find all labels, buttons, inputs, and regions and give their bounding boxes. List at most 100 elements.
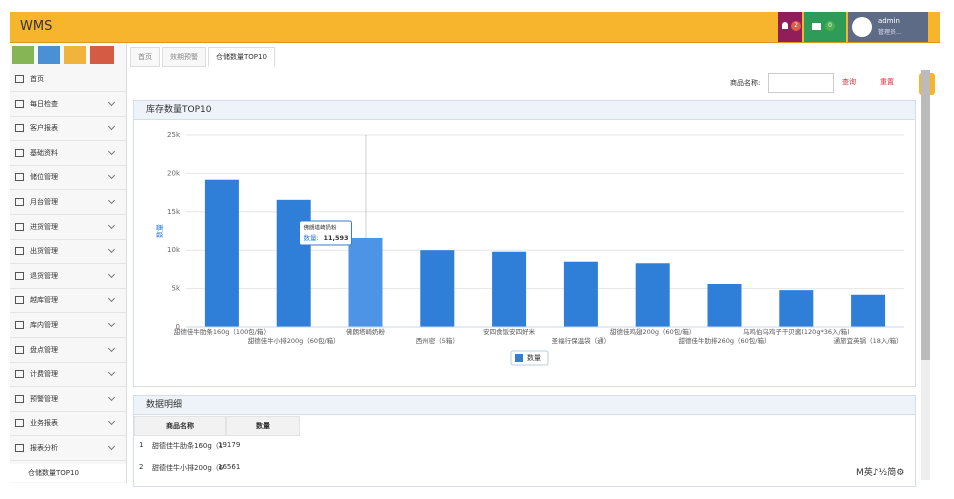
legend-label: 数量 xyxy=(527,353,541,362)
shortcut-button[interactable] xyxy=(38,46,60,64)
menu-item[interactable]: 越库管理 xyxy=(10,288,126,314)
menu-item[interactable]: 月台管理 xyxy=(10,190,126,215)
menu-icon xyxy=(15,271,24,280)
scroll-thumb[interactable] xyxy=(921,70,930,360)
menu-label: 储位管理 xyxy=(30,173,58,182)
menu-icon xyxy=(15,345,24,354)
menu-item[interactable]: 出货管理 xyxy=(10,239,126,265)
menu-label: 每日检查 xyxy=(30,99,58,108)
submenu-item[interactable]: 仓储数量TOP10 xyxy=(10,464,126,482)
menu-label: 基础资料 xyxy=(30,148,58,157)
table-cell: 2 xyxy=(139,463,144,471)
menu-item[interactable]: 报表分析 xyxy=(10,436,126,461)
reset-button[interactable]: 重置 xyxy=(880,78,894,86)
menu-icon xyxy=(15,124,24,133)
bar xyxy=(348,237,383,327)
ime-bar: M英♪½简⚙ xyxy=(856,465,905,478)
app-title: WMS xyxy=(20,19,53,34)
menu-label: 客户报表 xyxy=(30,124,58,133)
bar xyxy=(563,261,598,327)
menu-icon xyxy=(15,148,24,157)
y-tick-label: 0 xyxy=(176,323,180,331)
menu-icon xyxy=(15,394,24,403)
bar xyxy=(492,251,527,327)
menu-item[interactable]: 业务报表 xyxy=(10,411,126,437)
x-tick-label: 西州密（5箱） xyxy=(416,336,459,345)
menu-label: 业务报表 xyxy=(30,419,58,428)
avatar xyxy=(852,17,872,37)
bar xyxy=(204,179,239,327)
menu-label: 越库管理 xyxy=(30,296,58,305)
shortcut-button[interactable] xyxy=(64,46,86,64)
bell-icon xyxy=(782,22,788,29)
sidebar: 首页每日检查客户报表基础资料储位管理月台管理进货管理出货管理退货管理越库管理库内… xyxy=(10,43,127,483)
x-tick-label: 乌鸡伯乌鸡子干贝酱(120g*36入/箱) xyxy=(743,327,850,336)
mail-icon xyxy=(812,23,821,30)
x-tick-label: 佛朗塔崎奶粉 xyxy=(346,327,386,336)
y-tick-label: 15k xyxy=(167,208,181,216)
column-header: 数量 xyxy=(226,416,300,436)
chart-panel: 库存数量TOP10 xyxy=(133,100,916,387)
menu-icon xyxy=(15,444,24,452)
panel-title: 数据明细 xyxy=(134,396,915,415)
y-tick-label: 25k xyxy=(167,131,181,139)
menu-item[interactable]: 基础资料 xyxy=(10,141,126,166)
header: WMS 2 0 admin 管理员... xyxy=(10,12,940,43)
search-input[interactable] xyxy=(768,73,834,93)
bar xyxy=(779,290,814,327)
menu-icon xyxy=(15,99,24,108)
tab[interactable]: 首页 xyxy=(130,47,160,67)
badge: 2 xyxy=(791,21,801,31)
menu-icon xyxy=(15,321,24,329)
user-name: admin xyxy=(878,17,900,25)
user-role: 管理员... xyxy=(878,29,902,36)
bar xyxy=(635,263,670,327)
table-panel: 数据明细 商品名称 数量 1 甜德佳牛肋条160g（1 19179 2 甜德佳牛小排200g… xyxy=(133,395,916,487)
menu-icon xyxy=(15,247,24,256)
table-cell: 甜德佳牛肋条160g（1 xyxy=(152,442,224,450)
menu-icon xyxy=(15,296,24,305)
bar xyxy=(851,294,886,327)
shortcut-button[interactable] xyxy=(12,46,34,64)
menu-item[interactable]: 盘点管理 xyxy=(10,338,126,363)
query-button[interactable]: 查询 xyxy=(842,78,856,86)
table-cell: 19179 xyxy=(218,441,241,449)
menu-item[interactable]: 首页 xyxy=(10,67,126,92)
column-header: 商品名称 xyxy=(134,416,226,436)
tooltip-label: 数量: xyxy=(304,233,319,242)
message-button[interactable]: 0 xyxy=(804,12,846,42)
menu-icon xyxy=(15,198,24,206)
y-tick-label: 20k xyxy=(167,169,181,177)
x-tick-label: 甜德佳牛小排200g（60包/箱） xyxy=(248,336,340,345)
table-cell: 1 xyxy=(139,441,144,449)
x-tick-label: 甜德佳鸡翅200g（60包/箱） xyxy=(610,327,696,336)
x-tick-label: 通旅宜英锅（18入/箱） xyxy=(834,336,903,345)
tab[interactable]: 效期预警 xyxy=(162,47,206,67)
tab[interactable]: 仓储数量TOP10 xyxy=(208,47,275,67)
tooltip-title: 佛朗塔崎奶粉 xyxy=(304,224,338,232)
menu-item[interactable]: 预警管理 xyxy=(10,387,126,412)
alert-button[interactable]: 2 xyxy=(778,12,802,42)
menu-item[interactable]: 计费管理 xyxy=(10,362,126,388)
menu-icon xyxy=(15,370,24,379)
shortcut-button[interactable] xyxy=(90,46,114,64)
y-tick-label: 5k xyxy=(171,285,180,293)
menu-item[interactable]: 退货管理 xyxy=(10,264,126,289)
menu-icon xyxy=(15,75,24,83)
menu-icon xyxy=(15,173,24,182)
menu-item[interactable]: 库内管理 xyxy=(10,313,126,338)
menu-icon xyxy=(15,222,24,231)
menu-item[interactable]: 进货管理 xyxy=(10,215,126,240)
menu-label: 盘点管理 xyxy=(30,345,58,354)
menu-label: 月台管理 xyxy=(30,198,58,206)
menu-label: 出货管理 xyxy=(30,247,58,256)
menu-label: 库内管理 xyxy=(30,321,58,329)
menu-item[interactable]: 储位管理 xyxy=(10,165,126,191)
y-tick-label: 10k xyxy=(167,246,181,254)
user-menu[interactable]: admin 管理员... xyxy=(848,12,928,42)
legend-swatch xyxy=(515,354,523,362)
menu-item[interactable]: 客户报表 xyxy=(10,116,126,142)
menu-item[interactable]: 每日检查 xyxy=(10,92,126,117)
